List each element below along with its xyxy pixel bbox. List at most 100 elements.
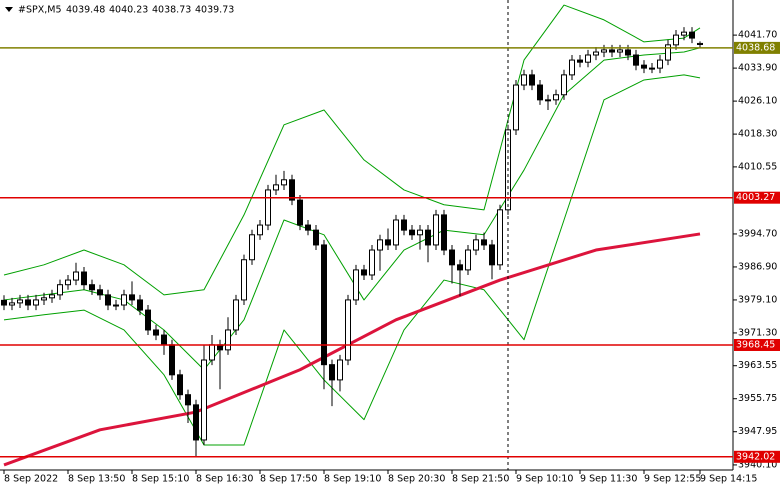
candle-body [129, 294, 135, 301]
candle-body [321, 244, 327, 366]
candle-body [225, 329, 231, 351]
candle-body [409, 229, 415, 236]
candle-body [425, 229, 431, 246]
candle-body [289, 179, 295, 201]
candle-body [65, 279, 71, 286]
x-tick-label: 8 Sep 20:30 [388, 474, 445, 485]
indicator-line [3, 74, 701, 446]
candle-body [385, 239, 391, 246]
candle-body [57, 284, 63, 296]
candle-body [345, 299, 351, 361]
header-close: 4039.73 [195, 5, 234, 16]
x-tick-label: 9 Sep 12:55 [644, 474, 701, 485]
candle-body [305, 224, 311, 231]
candle-body [577, 59, 583, 63]
header-high: 4040.23 [109, 5, 148, 16]
x-tick-label: 8 Sep 15:10 [132, 474, 189, 485]
candle-body [249, 234, 255, 261]
level-label-box [734, 41, 780, 54]
level-label: 3968.45 [736, 339, 775, 350]
header-open: 4039.48 [66, 5, 105, 16]
candle-body [513, 84, 519, 131]
candle-body [681, 31, 687, 36]
candle-body [281, 179, 287, 186]
level-label-box [734, 191, 780, 204]
candle-body [145, 309, 151, 331]
candle-body [81, 271, 87, 286]
y-tick-label: 4026.10 [738, 96, 777, 107]
y-tick-label: 4018.30 [738, 129, 777, 140]
y-tick-label: 4041.70 [738, 30, 777, 41]
collapse-icon[interactable] [5, 7, 13, 12]
candle-body [265, 189, 271, 226]
candle-body [209, 344, 215, 361]
candle-body [161, 334, 167, 346]
y-tick-label: 3940.10 [738, 459, 777, 470]
candle-body [689, 31, 695, 39]
y-tick-label: 3963.55 [738, 360, 777, 371]
x-tick-label: 9 Sep 11:30 [580, 474, 637, 485]
candle-body [153, 329, 159, 336]
candle-body [361, 269, 367, 276]
candle-body [121, 294, 127, 306]
candle-body [441, 214, 447, 251]
x-tick-label: 8 Sep 2022 [4, 474, 58, 485]
candle-body [609, 49, 615, 53]
level-label-box [734, 338, 780, 351]
candle-body [601, 49, 607, 53]
candle-body [617, 49, 623, 53]
y-tick-label: 3979.10 [738, 294, 777, 305]
plot-area [1, 4, 703, 467]
candle-body [313, 229, 319, 246]
candle-body [593, 51, 599, 56]
y-tick-label: 4033.90 [738, 63, 777, 74]
candle-body [329, 364, 335, 381]
candle-body [89, 284, 95, 291]
x-tick-label: 8 Sep 13:50 [68, 474, 125, 485]
candle-body [97, 289, 103, 296]
candle-body [529, 74, 535, 86]
candle-body [537, 84, 543, 101]
candle-body [73, 271, 79, 281]
y-tick-label: 3986.90 [738, 261, 777, 272]
candle-body [273, 184, 279, 191]
candle-body [401, 219, 407, 231]
candle-body [241, 259, 247, 301]
candle-body [113, 304, 119, 307]
candle-body [481, 239, 487, 246]
header-low: 4038.73 [152, 5, 191, 16]
candle-body [49, 294, 55, 299]
candle-body [561, 74, 567, 96]
level-label-box [734, 450, 780, 463]
x-tick-label: 8 Sep 17:50 [260, 474, 317, 485]
candle-body [185, 394, 191, 406]
candle-body [33, 299, 39, 306]
candle-body [497, 209, 503, 266]
candle-body [337, 359, 343, 381]
candle-body [369, 249, 375, 276]
candle-body [585, 54, 591, 63]
candle-body [449, 249, 455, 266]
y-tick-label: 3955.75 [738, 393, 777, 404]
candle-body [105, 294, 111, 306]
x-tick-label: 8 Sep 21:50 [452, 474, 509, 485]
chart-title: #SPX,M5 [18, 5, 62, 16]
candle-body [673, 34, 679, 46]
y-tick-label: 3994.70 [738, 228, 777, 239]
candle-body [393, 219, 399, 246]
candle-body [641, 64, 647, 69]
candle-body [377, 239, 383, 251]
y-tick-label: 3971.30 [738, 327, 777, 338]
candle-body [473, 239, 479, 251]
candle-body [297, 199, 303, 226]
candle-body [193, 404, 199, 441]
y-tick-label: 3947.95 [738, 426, 777, 437]
candle-body [417, 229, 423, 236]
x-tick-label: 8 Sep 16:30 [196, 474, 253, 485]
level-label: 4003.27 [736, 192, 775, 203]
candle-body [657, 59, 663, 69]
candle-body [201, 359, 207, 441]
candle-body [465, 249, 471, 271]
candle-body [521, 74, 527, 86]
